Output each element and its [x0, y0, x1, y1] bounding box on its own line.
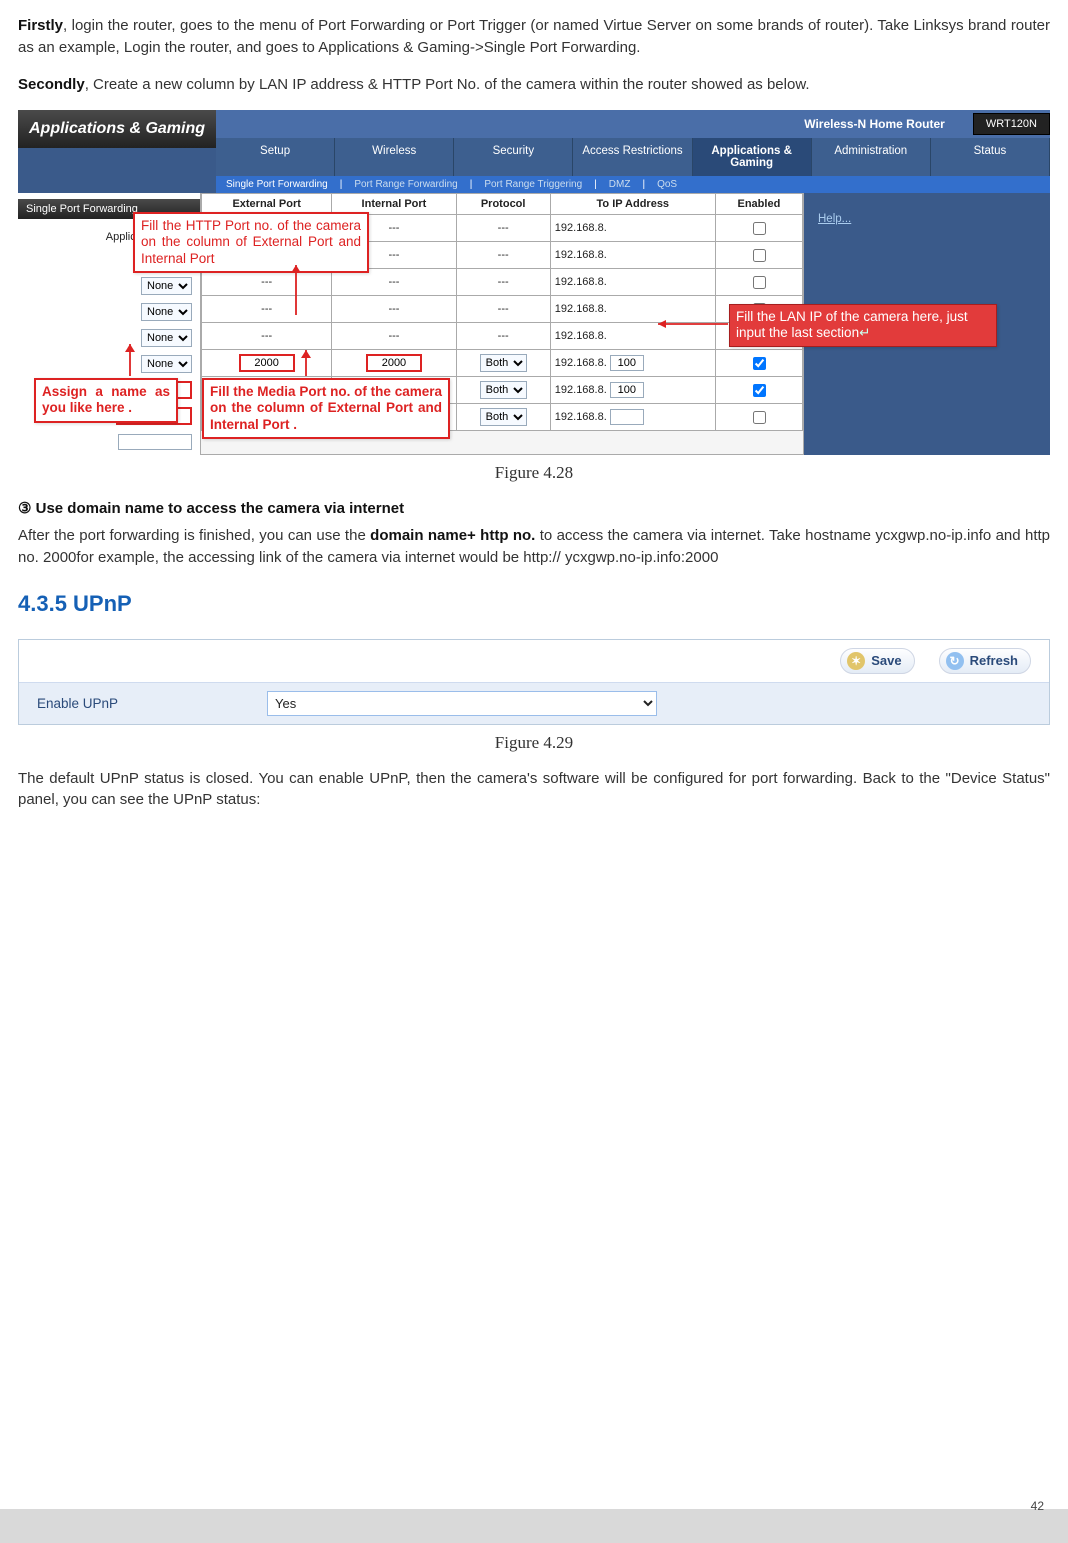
application-select[interactable]: None	[141, 303, 192, 321]
router-tabs: SetupWirelessSecurityAccess Restrictions…	[216, 138, 1050, 176]
router-subtabs: Single Port Forwarding|Port Range Forwar…	[216, 176, 1050, 193]
ip-input[interactable]	[610, 355, 644, 371]
enabled-checkbox[interactable]	[753, 249, 766, 262]
enabled-checkbox[interactable]	[753, 222, 766, 235]
router-subtab[interactable]: QoS	[647, 176, 687, 193]
protocol-select[interactable]: Both	[480, 354, 527, 372]
enable-upnp-select[interactable]: Yes	[267, 691, 657, 716]
step3-heading: ③ Use domain name to access the camera v…	[18, 498, 1050, 520]
ip-input[interactable]	[610, 382, 644, 398]
figure-4-29-caption: Figure 4.29	[18, 733, 1050, 753]
router-tab[interactable]: Security	[454, 138, 573, 176]
paragraph-3: The default UPnP status is closed. You c…	[18, 768, 1050, 812]
bold-secondly: Secondly	[18, 76, 85, 93]
save-button[interactable]: ✶Save	[840, 648, 914, 674]
router-tab[interactable]: Access Restrictions	[573, 138, 692, 176]
table-header: Protocol	[456, 194, 550, 215]
enabled-checkbox[interactable]	[753, 357, 766, 370]
bold-firstly: Firstly	[18, 17, 63, 34]
port-input[interactable]	[239, 354, 295, 372]
router-tab[interactable]: Applications & Gaming	[693, 138, 812, 176]
enabled-checkbox[interactable]	[753, 384, 766, 397]
enabled-checkbox[interactable]	[753, 411, 766, 424]
router-section-title: Applications & Gaming	[18, 110, 216, 148]
callout-assign-name: Assign a name as you like here .	[34, 378, 178, 422]
callout-lan-ip: Fill the LAN IP of the camera here, just…	[729, 304, 997, 346]
page-number: 42	[1031, 1499, 1044, 1513]
table-header: To IP Address	[550, 194, 715, 215]
router-tab[interactable]: Wireless	[335, 138, 454, 176]
router-model: WRT120N	[973, 113, 1050, 135]
protocol-select[interactable]: Both	[480, 381, 527, 399]
router-subtab[interactable]: DMZ	[599, 176, 641, 193]
callout-http-port: Fill the HTTP Port no. of the camera on …	[133, 212, 369, 273]
help-link[interactable]: Help...	[818, 213, 851, 225]
router-tab[interactable]: Status	[931, 138, 1050, 176]
router-title: Wireless-N Home Router	[804, 117, 945, 131]
application-select[interactable]: None	[141, 277, 192, 295]
paragraph-1: Firstly, login the router, goes to the m…	[18, 15, 1050, 59]
footer-bar	[0, 1509, 1068, 1543]
step3-paragraph: After the port forwarding is finished, y…	[18, 525, 1050, 569]
router-subtab[interactable]: Single Port Forwarding	[216, 176, 338, 193]
refresh-icon: ↻	[946, 652, 964, 670]
router-tab[interactable]: Administration	[812, 138, 931, 176]
ip-input[interactable]	[610, 409, 644, 425]
router-subtab[interactable]: Port Range Triggering	[474, 176, 592, 193]
protocol-select[interactable]: Both	[480, 408, 527, 426]
router-tab[interactable]: Setup	[216, 138, 335, 176]
table-header: Enabled	[715, 194, 802, 215]
application-select[interactable]: None	[141, 355, 192, 373]
enabled-checkbox[interactable]	[753, 276, 766, 289]
callout-media-port: Fill the Media Port no. of the camera on…	[202, 378, 450, 439]
port-input[interactable]	[366, 354, 422, 372]
paragraph-2: Secondly, Create a new column by LAN IP …	[18, 74, 1050, 96]
section-4-3-5: 4.3.5 UPnP	[18, 591, 1050, 617]
save-icon: ✶	[847, 652, 865, 670]
router-subtab[interactable]: Port Range Forwarding	[344, 176, 467, 193]
application-name-input[interactable]	[118, 434, 192, 450]
upnp-panel: ✶Save ↻Refresh Enable UPnP Yes	[18, 639, 1050, 725]
table-row: Both192.168.8.	[202, 350, 803, 377]
application-select[interactable]: None	[141, 329, 192, 347]
enable-upnp-label: Enable UPnP	[27, 696, 267, 711]
refresh-button[interactable]: ↻Refresh	[939, 648, 1031, 674]
figure-4-28-caption: Figure 4.28	[18, 463, 1050, 483]
